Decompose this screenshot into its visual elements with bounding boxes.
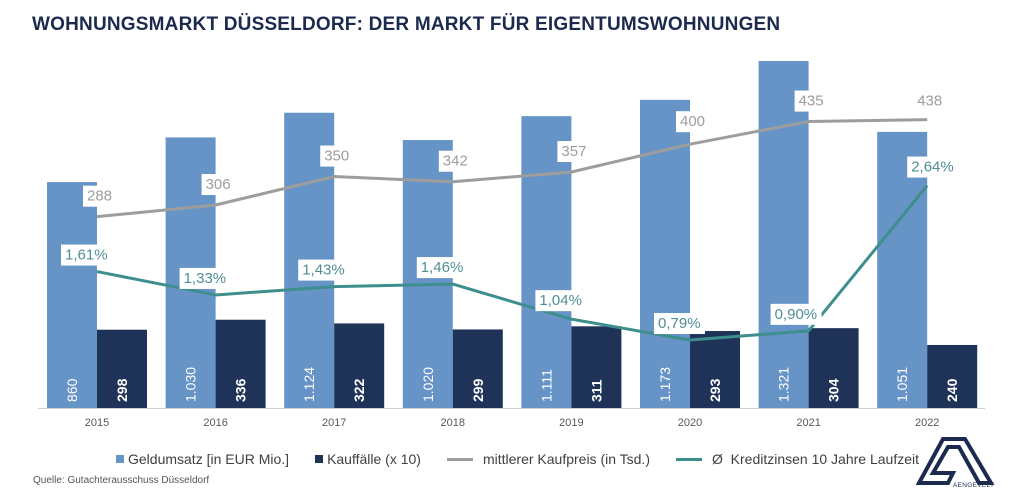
line-label-kreditzinsen-2017-bg [298, 259, 350, 281]
bar-label-kauffaelle-2019: 311 [588, 379, 604, 402]
bar-label-kauffaelle-2017: 322 [351, 378, 367, 402]
line-label-kreditzinsen-2018: 1,46% [421, 259, 464, 276]
bar-label-kauffaelle-2022: 240 [944, 378, 960, 402]
line-layer [96, 118, 929, 342]
bar-label-geldumsatz-2019: 1.111 [538, 369, 554, 402]
bar-kauffaelle-2022 [927, 344, 978, 408]
x-tick-label-2018: 2018 [441, 417, 465, 429]
line-label-kreditzinsen-2021-bg [770, 303, 822, 325]
x-tick-label-2017: 2017 [322, 417, 346, 429]
line-label-kaufpreis-2015-bg [83, 185, 117, 207]
legend-line-kreditzinsen [675, 457, 702, 461]
x-tick-label-2016: 2016 [203, 417, 227, 429]
line-label-kaufpreis-2020-bg [676, 111, 710, 133]
line-label-layer: 288 306 350 342 357 400 435 438 1,61% 1,33% 1,43% 1… [61, 90, 959, 335]
line-label-kreditzinsen-2015: 1,61% [65, 247, 108, 264]
line-label-kreditzinsen-2020-bg [654, 313, 705, 335]
line-label-kaufpreis-2018: 342 [443, 153, 468, 170]
bar-label-kauffaelle-2015: 298 [114, 378, 130, 402]
line-kaufpreis [96, 118, 928, 219]
line-label-kaufpreis-2021-bg [794, 90, 829, 112]
bar-label-geldumsatz-2015: 860 [64, 378, 80, 402]
line-label-kaufpreis-2018-bg [438, 150, 473, 172]
line-label-kaufpreis-2019: 357 [561, 143, 586, 160]
bar-geldumsatz-2022 [877, 131, 928, 409]
x-tick-label-2022: 2022 [915, 417, 939, 429]
legend-label: Geldumsatz [in EUR Mio.] [128, 451, 290, 467]
line-label-kaufpreis-2017-bg [320, 145, 354, 167]
legend-swatch-kauffaelle [315, 455, 324, 463]
bar-kauffaelle-2015 [97, 329, 147, 408]
line-label-kreditzinsen-2020: 0,79% [658, 315, 701, 332]
bar-geldumsatz-2021 [758, 60, 809, 409]
bar-label-geldumsatz-2020: 1.173 [657, 367, 673, 402]
line-label-kaufpreis-2017: 350 [324, 148, 349, 165]
bar-geldumsatz-2015 [47, 182, 97, 408]
source-note: Quelle: Gutachterausschuss Düsseldorf [33, 475, 210, 486]
line-label-kaufpreis-2016-bg [201, 174, 236, 196]
bar-label-kauffaelle-2020: 293 [707, 378, 723, 402]
x-tick-label-2015: 2015 [85, 417, 109, 429]
line-label-kreditzinsen-2022: 2,64% [911, 159, 954, 176]
line-label-kaufpreis-2016: 306 [206, 176, 231, 193]
bar-label-geldumsatz-2022: 1.051 [894, 367, 910, 402]
bar-label-kauffaelle-2021: 304 [826, 378, 842, 402]
legend: Geldumsatz [in EUR Mio.] Kauffälle (x 10… [116, 451, 945, 467]
x-tick-label-2019: 2019 [559, 417, 583, 429]
legend-item-geldumsatz: Geldumsatz [in EUR Mio.] [116, 451, 289, 467]
line-label-kaufpreis-2022-bg [913, 90, 947, 112]
line-label-kreditzinsen-2021: 0,90% [775, 306, 818, 323]
bar-kauffaelle-2018 [452, 329, 503, 408]
line-label-kaufpreis-2015: 288 [87, 188, 112, 205]
x-tick-labels: 2015 2016 2017 2018 2019 2020 2021 2022 [85, 417, 940, 429]
bar-kauffaelle-2016 [215, 319, 266, 408]
legend-label: Kauffälle (x 10) [327, 451, 421, 467]
line-label-kreditzinsen-2017: 1,43% [302, 262, 345, 279]
aengevelt-logo-icon [915, 437, 995, 485]
line-label-kreditzinsen-2015-bg [61, 244, 112, 266]
legend-label: mittlerer Kaufpreis (in Tsd.) [482, 451, 650, 467]
bar-kauffaelle-2019 [571, 326, 622, 408]
bar-label-geldumsatz-2016: 1.030 [183, 367, 199, 402]
line-label-kaufpreis-2021: 435 [799, 93, 824, 110]
line-label-kaufpreis-2022: 438 [917, 93, 942, 110]
line-label-kreditzinsen-2022-bg [907, 156, 959, 178]
line-kreditzinsen [96, 184, 929, 342]
legend-label: Ø Kreditzinsen 10 Jahre Laufzeit [711, 451, 919, 467]
bar-label-geldumsatz-2018: 1.020 [420, 367, 436, 402]
logo-text: AENGEVELT [953, 482, 995, 489]
line-label-kreditzinsen-2018-bg [416, 257, 468, 279]
legend-item-kaufpreis: mittlerer Kaufpreis (in Tsd.) [446, 451, 650, 467]
bar-geldumsatz-2019 [521, 116, 572, 409]
bar-kauffaelle-2021 [808, 328, 859, 408]
line-label-kreditzinsen-2016-bg [179, 267, 231, 289]
bar-kauffaelle-2020 [690, 331, 740, 408]
legend-item-kauffaelle: Kauffälle (x 10) [315, 451, 421, 467]
line-label-kreditzinsen-2016: 1,33% [184, 270, 227, 287]
chart-title: WOHNUNGSMARKT DÜSSELDORF: DER MARKT FÜR … [32, 14, 781, 35]
bar-label-geldumsatz-2021: 1.321 [776, 367, 792, 402]
line-label-kaufpreis-2019-bg [557, 141, 592, 163]
legend-swatch-geldumsatz [116, 455, 124, 463]
bar-label-kauffaelle-2018: 299 [470, 378, 486, 402]
line-label-kreditzinsen-2019: 1,04% [539, 292, 582, 309]
bar-label-kauffaelle-2016: 336 [233, 378, 249, 402]
x-tick-label-2021: 2021 [796, 417, 820, 429]
bar-kauffaelle-2017 [334, 323, 385, 408]
line-label-kaufpreis-2020: 400 [680, 113, 705, 130]
line-label-kreditzinsen-2019-bg [535, 290, 587, 312]
bar-label-geldumsatz-2017: 1.124 [301, 367, 317, 402]
legend-line-kaufpreis [446, 457, 473, 461]
bar-layer: 860 298 1.030 336 1.124 322 1.020 299 1.111 311 1.… [47, 60, 978, 409]
legend-item-kreditzinsen: Ø Kreditzinsen 10 Jahre Laufzeit [675, 451, 919, 467]
x-tick-label-2020: 2020 [678, 417, 702, 429]
